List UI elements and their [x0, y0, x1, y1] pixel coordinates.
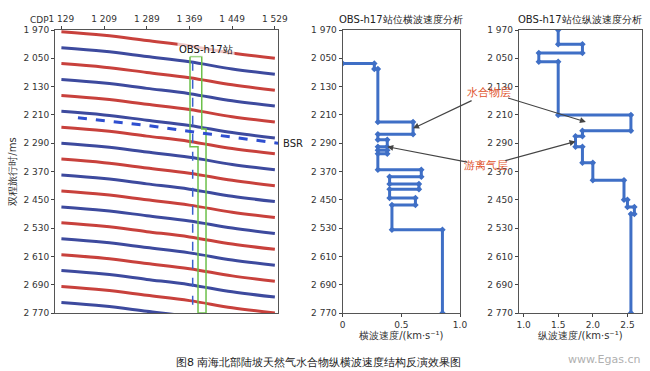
- svg-text:纵波速度/(km·s⁻¹): 纵波速度/(km·s⁻¹): [538, 330, 622, 341]
- svg-text:1 529: 1 529: [262, 14, 288, 24]
- svg-text:游离气层: 游离气层: [464, 159, 508, 172]
- svg-text:2 530: 2 530: [23, 223, 49, 233]
- svg-text:1.0: 1.0: [453, 320, 468, 330]
- svg-text:2 130: 2 130: [311, 82, 337, 92]
- svg-text:OBS-h17站: OBS-h17站: [179, 44, 233, 55]
- svg-text:2 610: 2 610: [487, 252, 513, 262]
- svg-text:双程旅行时/ms: 双程旅行时/ms: [7, 137, 18, 205]
- svg-text:2 210: 2 210: [487, 110, 513, 120]
- svg-text:1 970: 1 970: [487, 25, 513, 35]
- svg-text:2 290: 2 290: [311, 138, 337, 148]
- svg-text:2 530: 2 530: [487, 223, 513, 233]
- svg-text:图8 南海北部陆坡天然气水合物纵横波速度结构反演效果图: 图8 南海北部陆坡天然气水合物纵横波速度结构反演效果图: [176, 356, 462, 369]
- svg-text:2 370: 2 370: [487, 167, 513, 177]
- svg-text:1 289: 1 289: [134, 14, 160, 24]
- svg-text:2 610: 2 610: [311, 252, 337, 262]
- svg-text:1 129: 1 129: [49, 14, 75, 24]
- svg-text:2 450: 2 450: [23, 195, 49, 205]
- svg-text:横波速度/(km·s⁻¹): 横波速度/(km·s⁻¹): [359, 330, 443, 341]
- svg-text:OBS-h17站位纵波速度分析: OBS-h17站位纵波速度分析: [518, 14, 642, 25]
- svg-text:2 610: 2 610: [23, 252, 49, 262]
- svg-text:2 770: 2 770: [23, 308, 49, 318]
- svg-text:2 210: 2 210: [23, 110, 49, 120]
- svg-text:2 290: 2 290: [487, 138, 513, 148]
- svg-text:1.0: 1.0: [516, 320, 531, 330]
- svg-text:2 770: 2 770: [487, 308, 513, 318]
- svg-text:2 770: 2 770: [311, 308, 337, 318]
- svg-text:2 370: 2 370: [23, 167, 49, 177]
- svg-text:1 209: 1 209: [91, 14, 117, 24]
- svg-text:2 690: 2 690: [23, 280, 49, 290]
- svg-text:1 970: 1 970: [311, 25, 337, 35]
- svg-text:2 690: 2 690: [311, 280, 337, 290]
- svg-text:2 450: 2 450: [487, 195, 513, 205]
- svg-text:2 370: 2 370: [311, 167, 337, 177]
- svg-text:BSR: BSR: [283, 138, 303, 149]
- svg-text:2 050: 2 050: [311, 53, 337, 63]
- svg-text:1 449: 1 449: [219, 14, 245, 24]
- svg-text:1 970: 1 970: [23, 25, 49, 35]
- svg-text:2 050: 2 050: [487, 53, 513, 63]
- svg-text:1 369: 1 369: [177, 14, 203, 24]
- svg-text:0: 0: [340, 320, 346, 330]
- svg-text:CDP: CDP: [30, 15, 49, 25]
- svg-text:0.5: 0.5: [394, 320, 408, 330]
- svg-text:2 050: 2 050: [23, 53, 49, 63]
- svg-text:水合物层: 水合物层: [467, 86, 511, 99]
- svg-text:2.5: 2.5: [620, 320, 634, 330]
- svg-text:2.0: 2.0: [586, 320, 601, 330]
- svg-text:2 690: 2 690: [487, 280, 513, 290]
- svg-text:2 130: 2 130: [487, 82, 513, 92]
- svg-text:2 530: 2 530: [311, 223, 337, 233]
- svg-text:1.5: 1.5: [551, 320, 565, 330]
- svg-text:OBS-h17站位横波速度分析: OBS-h17站位横波速度分析: [339, 14, 463, 25]
- svg-text:www.Egas.cn: www.Egas.cn: [568, 353, 640, 366]
- svg-text:2 290: 2 290: [23, 138, 49, 148]
- svg-text:2 130: 2 130: [23, 82, 49, 92]
- svg-text:2 210: 2 210: [311, 110, 337, 120]
- svg-text:2 450: 2 450: [311, 195, 337, 205]
